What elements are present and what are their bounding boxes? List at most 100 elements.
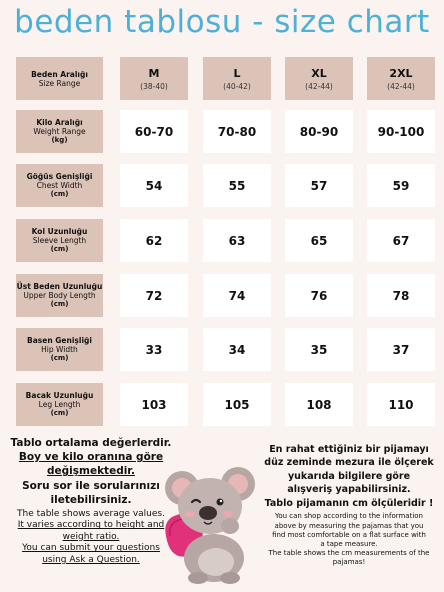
row-label-leg: Bacak Uzunluğu Leg Length (cm) (16, 383, 103, 426)
row-label-weight: Kilo Aralığı Weight Range (kg) (16, 110, 103, 153)
cell-value: 33 (145, 342, 163, 357)
header-label-en: Size Range (38, 78, 81, 88)
cell-value: 74 (228, 288, 246, 303)
note-text: değişmektedir. (47, 465, 135, 478)
note-text: find most comfortable on a flat surface … (272, 530, 426, 539)
size-name: XL (311, 66, 327, 80)
cell-value: 62 (145, 233, 163, 248)
size-header-l: L (40-42) (203, 57, 271, 100)
row-label-en: Hip Width (41, 345, 78, 355)
row-label-tr: Üst Beden Uzunluğu (16, 282, 103, 292)
cell-value: 78 (392, 288, 410, 303)
size-range: (42-44) (305, 81, 333, 91)
note-text: Tablo pijamanın cm ölçüleridir ! (264, 497, 434, 509)
cell-value: 57 (310, 178, 328, 193)
size-range: (38-40) (140, 81, 168, 91)
note-text: You can shop according to the informatio… (274, 512, 423, 521)
note-text: Boy ve kilo oranına göre (18, 451, 164, 464)
note-text: yukarıda bilgilere göre (287, 470, 411, 482)
header-label-tr: Beden Aralığı (31, 69, 88, 79)
row-label-en: Upper Body Length (23, 291, 96, 301)
notes-left: Tablo ortalama değerlerdir. Boy ve kilo … (6, 436, 176, 566)
note-text: It varies according to height and (17, 520, 165, 531)
table-cell: 59 (367, 164, 435, 207)
table-cell: 65 (285, 219, 353, 262)
table-cell: 76 (285, 274, 353, 317)
cell-value: 70-80 (217, 124, 257, 139)
cell-value: 59 (392, 178, 410, 193)
table-cell: 74 (203, 274, 271, 317)
table-cell: 72 (120, 274, 188, 317)
table-cell: 110 (367, 383, 435, 426)
note-text: a tape measure. (320, 539, 378, 548)
table-cell: 57 (285, 164, 353, 207)
size-range: (42-44) (387, 81, 415, 91)
row-label-tr: Kilo Aralığı (36, 118, 83, 128)
cell-value: 110 (388, 397, 414, 412)
cell-value: 67 (392, 233, 410, 248)
cell-value: 54 (145, 178, 163, 193)
table-cell: 103 (120, 383, 188, 426)
cell-value: 80-90 (299, 124, 339, 139)
size-header-2xl: 2XL (42-44) (367, 57, 435, 100)
cell-value: 76 (310, 288, 328, 303)
table-cell: 105 (203, 383, 271, 426)
table-cell: 35 (285, 328, 353, 371)
table-cell: 78 (367, 274, 435, 317)
notes-right: En rahat ettiğiniz bir pijamayı düz zemi… (258, 443, 440, 567)
cell-value: 105 (224, 397, 250, 412)
table-cell: 33 (120, 328, 188, 371)
row-label-tr: Basen Genişliği (27, 336, 92, 346)
cell-value: 63 (228, 233, 246, 248)
table-cell: 37 (367, 328, 435, 371)
note-text: using Ask a Question. (42, 554, 140, 565)
size-name: L (233, 66, 241, 80)
note-text: iletebilirsiniz. (50, 493, 132, 506)
cell-value: 34 (228, 342, 246, 357)
table-cell: 34 (203, 328, 271, 371)
cell-value: 72 (145, 288, 163, 303)
note-text: You can submit your questions (22, 543, 160, 554)
size-header-m: M (38-40) (120, 57, 188, 100)
row-label-en: Leg Length (38, 400, 81, 410)
table-cell: 108 (285, 383, 353, 426)
note-text: Soru sor ile sorularınızı (22, 479, 160, 492)
size-header-xl: XL (42-44) (285, 57, 353, 100)
row-label-sleeve: Kol Uzunluğu Sleeve Length (cm) (16, 219, 103, 262)
koala-illustration-icon (165, 467, 255, 584)
row-label-chest: Göğüs Genişliği Chest Width (cm) (16, 164, 103, 207)
page-title: beden tablosu - size chart (14, 4, 430, 40)
table-cell: 55 (203, 164, 271, 207)
row-label-unit: (kg) (51, 136, 68, 145)
row-label-unit: (cm) (50, 354, 69, 363)
cell-value: 55 (228, 178, 246, 193)
cell-value: 65 (310, 233, 328, 248)
size-range: (40-42) (223, 81, 251, 91)
header-label: Beden Aralığı Size Range (16, 57, 103, 100)
row-label-hip: Basen Genişliği Hip Width (cm) (16, 328, 103, 371)
note-text: En rahat ettiğiniz bir pijamayı (269, 444, 429, 455)
table-cell: 67 (367, 219, 435, 262)
row-label-unit: (cm) (50, 190, 69, 199)
cell-value: 60-70 (134, 124, 174, 139)
row-label-en: Chest Width (36, 181, 83, 191)
row-label-tr: Bacak Uzunluğu (25, 391, 94, 401)
row-label-upper-body: Üst Beden Uzunluğu Upper Body Length (cm… (16, 274, 103, 317)
note-text: alışveriş yapabilirsiniz. (287, 484, 411, 496)
size-name: 2XL (389, 66, 413, 80)
table-cell: 63 (203, 219, 271, 262)
row-label-unit: (cm) (50, 245, 69, 254)
note-text: The table shows average values. (17, 508, 165, 519)
cell-value: 37 (392, 342, 410, 357)
row-label-tr: Göğüs Genişliği (26, 172, 93, 182)
row-label-en: Weight Range (33, 127, 86, 137)
row-label-unit: (cm) (50, 409, 69, 418)
row-label-en: Sleeve Length (32, 236, 87, 246)
table-cell: 60-70 (120, 110, 188, 153)
table-cell: 62 (120, 219, 188, 262)
table-cell: 54 (120, 164, 188, 207)
cell-value: 103 (141, 397, 167, 412)
table-cell: 80-90 (285, 110, 353, 153)
cell-value: 108 (306, 397, 332, 412)
note-text: above by measuring the pajamas that you (274, 521, 424, 530)
